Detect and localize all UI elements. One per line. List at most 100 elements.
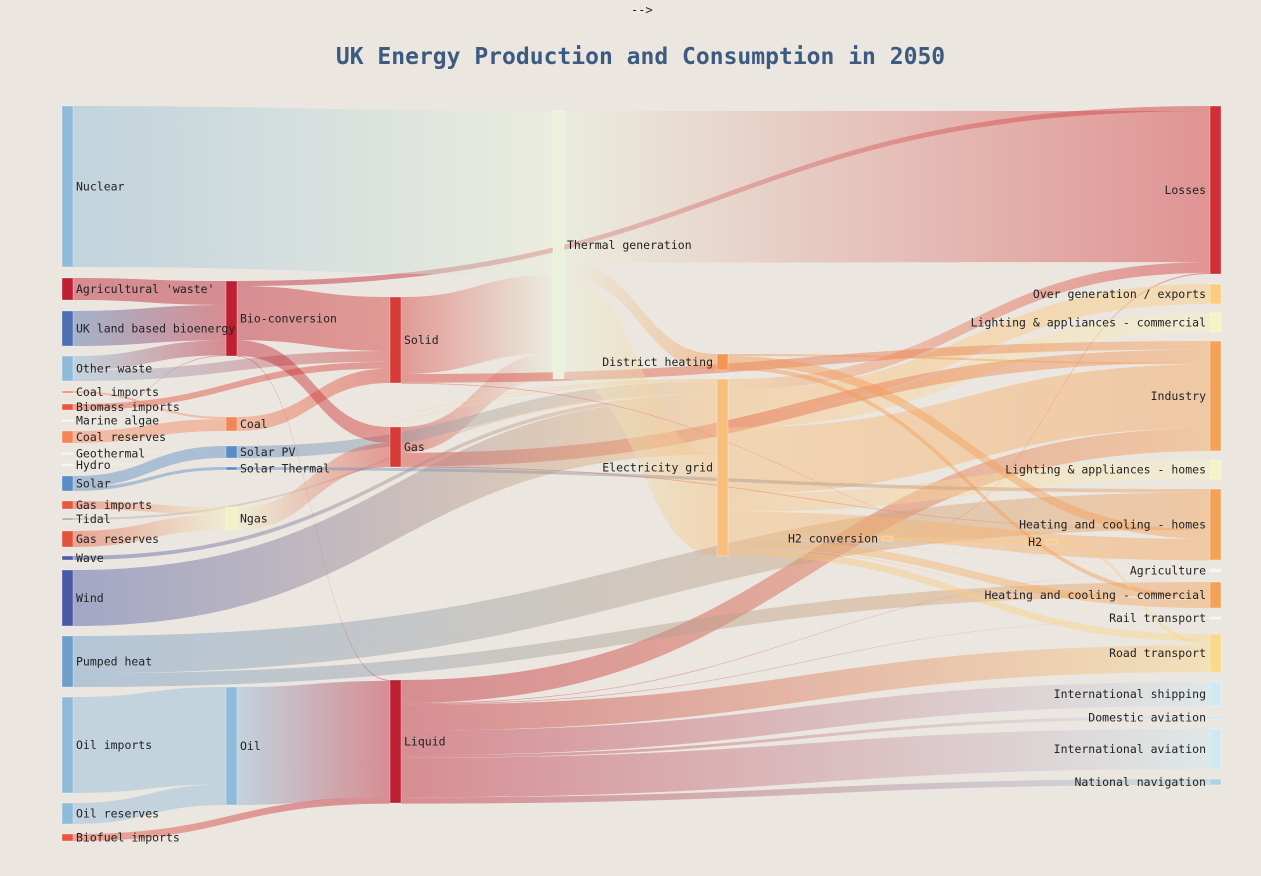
node-biofuel_imports[interactable] bbox=[61, 833, 74, 842]
link-electricity_grid-to-agriculture[interactable] bbox=[728, 538, 1210, 572]
link-thermal-to-electricity_grid[interactable] bbox=[564, 277, 717, 556]
node-bio_conversion[interactable] bbox=[225, 280, 238, 357]
link-thermal-to-losses[interactable] bbox=[564, 110, 1210, 263]
node-wave[interactable] bbox=[61, 555, 74, 561]
link-coal_imports-to-coal[interactable] bbox=[73, 391, 226, 420]
node-light_comm[interactable] bbox=[1209, 312, 1222, 333]
link-district_heating-to-industry[interactable] bbox=[728, 354, 1210, 365]
link-liquid-to-industry[interactable] bbox=[401, 428, 1210, 704]
node-ngas[interactable] bbox=[225, 506, 238, 531]
link-other_waste-to-solid[interactable] bbox=[73, 350, 390, 381]
node-dom_aviation[interactable] bbox=[1209, 715, 1222, 720]
node-solar_thermal[interactable] bbox=[225, 466, 238, 471]
link-liquid-to-intl_shipping[interactable] bbox=[401, 682, 1210, 756]
node-marine_algae[interactable] bbox=[61, 419, 74, 422]
node-uk_bio[interactable] bbox=[61, 310, 74, 347]
node-heat_comm[interactable] bbox=[1209, 581, 1222, 609]
node-coal[interactable] bbox=[225, 416, 238, 432]
link-ngas-to-gas[interactable] bbox=[237, 442, 390, 530]
link-bio_conversion-to-liquid[interactable] bbox=[237, 355, 390, 681]
link-geothermal-to-electricity_grid[interactable] bbox=[73, 379, 717, 454]
link-district_heating-to-heat_homes[interactable] bbox=[728, 356, 1210, 539]
link-biomass_imports-to-solid[interactable] bbox=[73, 361, 390, 410]
node-industry[interactable] bbox=[1209, 340, 1222, 452]
link-h2-to-road[interactable] bbox=[1057, 540, 1210, 646]
node-liquid[interactable] bbox=[389, 679, 402, 804]
link-electricity_grid-to-h2_conversion[interactable] bbox=[728, 533, 882, 541]
link-gas-to-heat_homes[interactable] bbox=[401, 466, 1210, 531]
link-marine_algae-to-bio_conversion[interactable] bbox=[73, 355, 226, 421]
node-nat_navigation[interactable] bbox=[1209, 778, 1222, 786]
link-hydro-to-electricity_grid[interactable] bbox=[73, 380, 717, 466]
link-liquid-to-road[interactable] bbox=[401, 645, 1210, 731]
link-electricity_grid-to-losses[interactable] bbox=[728, 262, 1210, 390]
node-light_homes[interactable] bbox=[1209, 459, 1222, 480]
node-h2_conversion[interactable] bbox=[881, 535, 894, 542]
node-district_heating[interactable] bbox=[716, 353, 729, 371]
link-coal-to-solid[interactable] bbox=[237, 368, 390, 431]
link-solid-to-thermal[interactable] bbox=[401, 275, 553, 374]
link-district_heating-to-heat_comm[interactable] bbox=[728, 365, 1210, 601]
node-solar[interactable] bbox=[61, 475, 74, 492]
node-oil_imports[interactable] bbox=[61, 696, 74, 794]
node-agriculture[interactable] bbox=[1209, 568, 1222, 573]
link-thermal-to-district_heating[interactable] bbox=[564, 262, 717, 370]
link-oil_reserves-to-oil[interactable] bbox=[73, 784, 226, 824]
node-oil_reserves[interactable] bbox=[61, 802, 74, 825]
node-electricity_grid[interactable] bbox=[716, 378, 729, 557]
node-road[interactable] bbox=[1209, 633, 1222, 673]
node-gas[interactable] bbox=[389, 426, 402, 468]
node-solid[interactable] bbox=[389, 296, 402, 384]
link-coal_reserves-to-coal[interactable] bbox=[73, 419, 226, 443]
link-other_waste-to-bio_conversion[interactable] bbox=[73, 340, 226, 371]
link-agri_waste-to-bio_conversion[interactable] bbox=[73, 278, 226, 306]
link-liquid-to-dom_aviation[interactable] bbox=[401, 716, 1210, 758]
link-bio_conversion-to-solid[interactable] bbox=[237, 286, 390, 351]
node-coal_reserves[interactable] bbox=[61, 430, 74, 444]
link-electricity_grid-to-rail[interactable] bbox=[728, 547, 1210, 619]
link-oil-to-liquid[interactable] bbox=[237, 680, 390, 805]
link-nuclear-to-thermal[interactable] bbox=[73, 106, 553, 276]
link-solar-to-solar_pv[interactable] bbox=[73, 446, 226, 488]
link-solar_pv-to-electricity_grid[interactable] bbox=[237, 381, 717, 458]
node-tidal[interactable] bbox=[61, 517, 74, 521]
link-pumped_heat-to-heat_comm[interactable] bbox=[73, 582, 1210, 687]
node-gas_imports[interactable] bbox=[61, 500, 74, 510]
link-gas_reserves-to-ngas[interactable] bbox=[73, 514, 226, 547]
link-wind-to-electricity_grid[interactable] bbox=[73, 398, 717, 626]
link-electricity_grid-to-industry[interactable] bbox=[728, 364, 1210, 494]
link-biofuel_imports-to-liquid[interactable] bbox=[73, 797, 390, 841]
node-rail[interactable] bbox=[1209, 616, 1222, 620]
node-solar_pv[interactable] bbox=[225, 445, 238, 459]
node-other_waste[interactable] bbox=[61, 355, 74, 382]
link-liquid-to-agriculture[interactable] bbox=[401, 571, 1210, 704]
node-intl_shipping[interactable] bbox=[1209, 681, 1222, 707]
link-solid-to-agriculture[interactable] bbox=[401, 382, 1210, 570]
node-gas_reserves[interactable] bbox=[61, 530, 74, 548]
node-oil[interactable] bbox=[225, 686, 238, 806]
link-liquid-to-nat_navigation[interactable] bbox=[401, 779, 1210, 804]
link-gas-to-industry[interactable] bbox=[401, 349, 1210, 467]
node-thermal[interactable] bbox=[552, 110, 565, 380]
link-electricity_grid-to-heat_comm[interactable] bbox=[728, 539, 1210, 608]
node-nuclear[interactable] bbox=[61, 105, 74, 268]
node-heat_homes[interactable] bbox=[1209, 488, 1222, 561]
link-wave-to-electricity_grid[interactable] bbox=[73, 394, 717, 560]
link-uk_bio-to-bio_conversion[interactable] bbox=[73, 305, 226, 346]
link-liquid-to-intl_aviation[interactable] bbox=[401, 729, 1210, 798]
node-hydro[interactable] bbox=[61, 463, 74, 467]
link-bio_conversion-to-gas[interactable] bbox=[237, 340, 390, 443]
node-pumped_heat[interactable] bbox=[61, 635, 74, 688]
node-biomass_imports[interactable] bbox=[61, 403, 74, 411]
node-losses[interactable] bbox=[1209, 105, 1222, 275]
node-wind[interactable] bbox=[61, 569, 74, 627]
link-gas_imports-to-ngas[interactable] bbox=[73, 501, 226, 515]
node-intl_aviation[interactable] bbox=[1209, 728, 1222, 770]
link-oil_imports-to-oil[interactable] bbox=[73, 687, 226, 793]
node-agri_waste[interactable] bbox=[61, 277, 74, 301]
link-solar-to-solar_thermal[interactable] bbox=[73, 467, 226, 491]
node-h2[interactable] bbox=[1045, 539, 1058, 545]
node-over_gen[interactable] bbox=[1209, 283, 1222, 305]
link-electricity_grid-to-road[interactable] bbox=[728, 548, 1210, 642]
link-liquid-to-rail[interactable] bbox=[401, 618, 1210, 705]
